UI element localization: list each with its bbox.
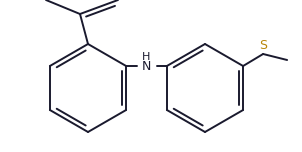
- Text: H: H: [142, 52, 151, 62]
- Text: S: S: [259, 39, 267, 52]
- Text: N: N: [142, 59, 151, 73]
